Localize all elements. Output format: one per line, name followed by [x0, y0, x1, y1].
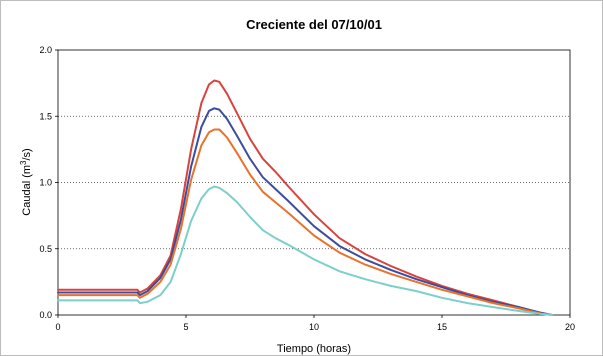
y-axis-ticks: 0.0 0.5 1.0 1.5 2.0 [39, 45, 58, 320]
y-tick-label: 2.0 [39, 45, 52, 55]
y-axis-label-exponent: 3 [19, 160, 28, 165]
x-tick-label: 20 [565, 322, 575, 332]
series-line-3 [57, 128, 554, 316]
series-line-1 [57, 79, 554, 316]
chart-title: Creciente del 07/10/01 [246, 17, 382, 32]
x-axis-label: Tiempo (horas) [277, 343, 351, 355]
y-axis-label-main: Caudal (m [21, 165, 33, 216]
y-tick-label: 0.0 [39, 310, 52, 320]
series-line-2 [57, 107, 554, 316]
x-tick-label: 15 [437, 322, 447, 332]
series-layer [57, 79, 554, 316]
y-tick-label: 1.5 [39, 111, 52, 121]
series-line-4 [57, 185, 554, 316]
x-axis-ticks: 0 5 10 15 20 [55, 315, 575, 332]
x-tick-label: 5 [183, 322, 188, 332]
y-tick-label: 1.0 [39, 178, 52, 188]
x-tick-label: 10 [309, 322, 319, 332]
y-tick-label: 0.5 [39, 244, 52, 254]
grid-lines [58, 115, 570, 250]
y-axis-label-unit: /s) [21, 148, 33, 160]
y-axis-label: Caudal (m3/s) [19, 148, 33, 215]
x-tick-label: 0 [55, 322, 60, 332]
